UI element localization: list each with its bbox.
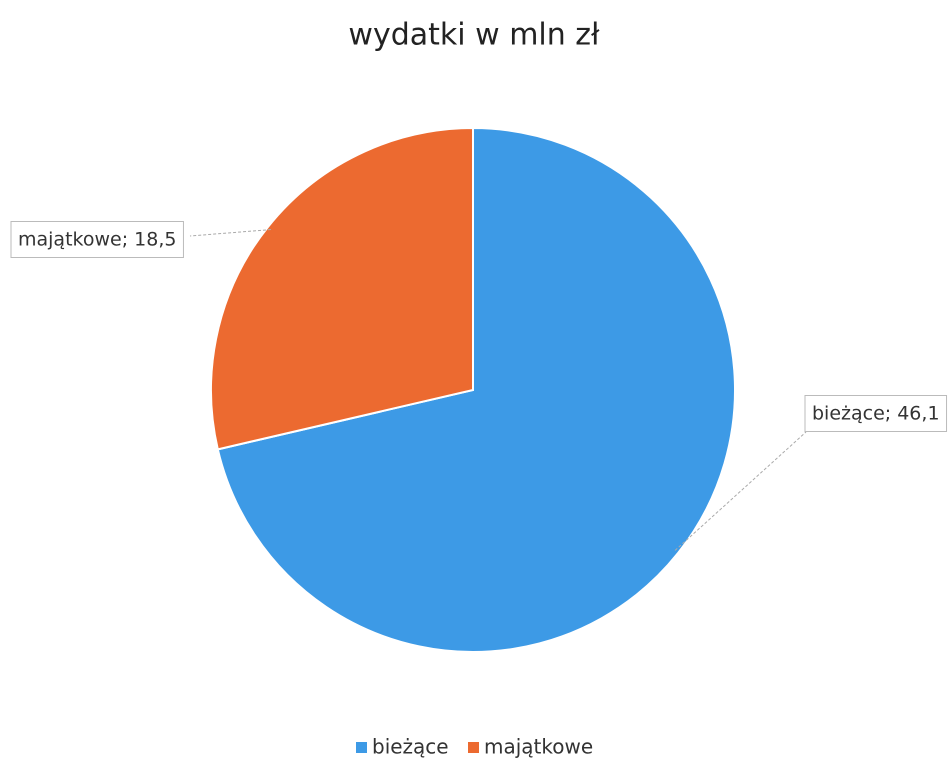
pie-slice [210, 126, 474, 451]
data-label-box [10, 221, 184, 258]
data-label: majątkowe; 18,5 [18, 229, 176, 251]
leader-line [189, 229, 271, 237]
legend-label: bieżące [372, 735, 449, 759]
chart-title: wydatki w mln zł [348, 18, 600, 53]
data-label-box [804, 395, 948, 432]
legend-swatch [356, 742, 367, 753]
leader-line [674, 431, 807, 551]
legend-swatch [468, 742, 479, 753]
legend-label: majątkowe [484, 735, 593, 759]
pie-slice [216, 126, 736, 653]
data-label: bieżące; 46,1 [812, 403, 940, 425]
